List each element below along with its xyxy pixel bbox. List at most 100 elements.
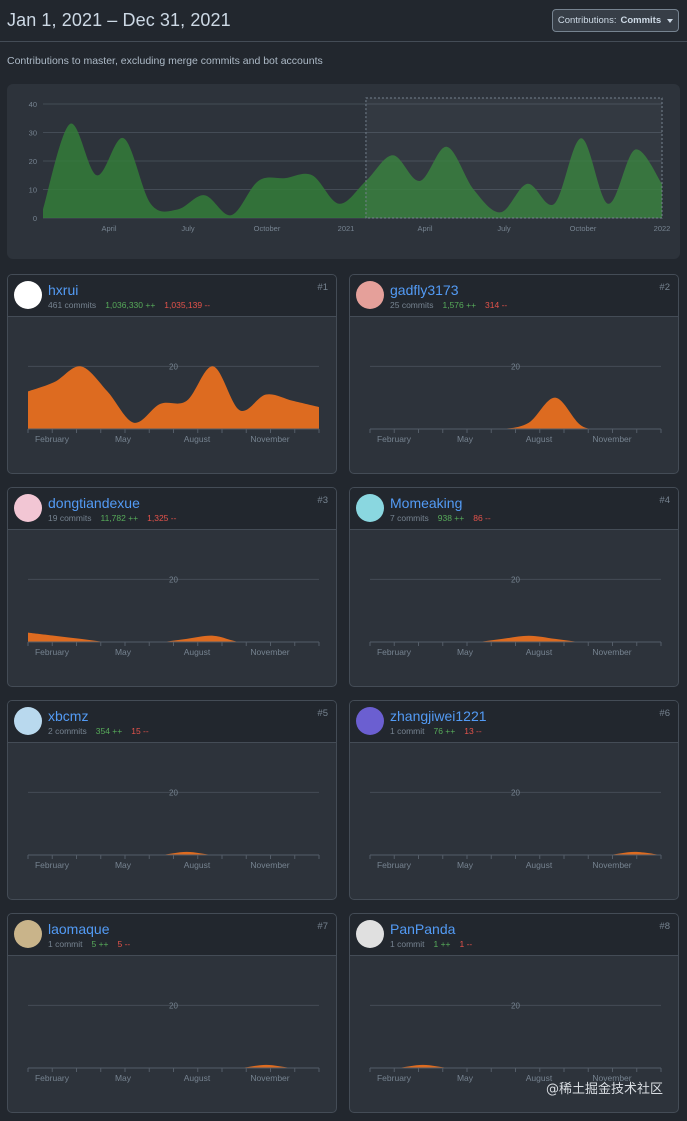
avatar[interactable] bbox=[14, 281, 42, 309]
chart-month-label: February bbox=[377, 434, 412, 444]
overview-x-label: October bbox=[570, 224, 597, 233]
avatar[interactable] bbox=[356, 494, 384, 522]
chart-month-label: August bbox=[184, 647, 211, 657]
chart-month-label: May bbox=[115, 1073, 132, 1083]
avatar[interactable] bbox=[14, 494, 42, 522]
contributor-area bbox=[28, 1064, 319, 1069]
contributor-username-link[interactable]: dongtiandexue bbox=[48, 495, 140, 511]
avatar[interactable] bbox=[356, 281, 384, 309]
chart-month-label: November bbox=[250, 434, 289, 444]
chart-month-label: November bbox=[250, 1073, 289, 1083]
contributor-stats: 19 commits 11,782 ++ 1,325 -- bbox=[48, 513, 176, 523]
contributor-area bbox=[370, 635, 661, 643]
contributions-button-prefix: Contributions: bbox=[557, 15, 617, 26]
overview-x-label: July bbox=[497, 224, 511, 233]
chart-month-label: February bbox=[377, 1073, 412, 1083]
avatar[interactable] bbox=[14, 920, 42, 948]
contributor-activity-chart[interactable]: 20 February May August November bbox=[8, 956, 337, 1112]
contributor-stats: 25 commits 1,576 ++ 314 -- bbox=[390, 300, 507, 310]
chart-month-label: August bbox=[184, 860, 211, 870]
chart-month-label: May bbox=[457, 1073, 474, 1083]
contributor-card-header: gadfly3173 25 commits 1,576 ++ 314 -- #2 bbox=[350, 275, 678, 317]
additions-count: 1,036,330 ++ bbox=[105, 300, 156, 310]
overview-x-label: April bbox=[101, 224, 116, 233]
contributor-activity-chart[interactable]: 20 February May August November bbox=[8, 743, 337, 899]
contributor-card-header: Momeaking 7 commits 938 ++ 86 -- #4 bbox=[350, 488, 678, 530]
contributor-username-link[interactable]: hxrui bbox=[48, 282, 79, 298]
chart-month-label: August bbox=[526, 1073, 553, 1083]
contributor-area bbox=[370, 1064, 661, 1069]
additions-count: 5 ++ bbox=[91, 939, 109, 949]
contributor-activity-chart[interactable]: 20 February May August November bbox=[350, 956, 679, 1112]
chart-month-label: February bbox=[377, 647, 412, 657]
contributor-card-header: PanPanda 1 commit 1 ++ 1 -- #8 bbox=[350, 914, 678, 956]
chart-month-label: August bbox=[526, 860, 553, 870]
additions-count: 76 ++ bbox=[433, 726, 456, 736]
overview-y-tick: 10 bbox=[29, 186, 37, 195]
contributions-type-button[interactable]: Contributions: Commits bbox=[552, 9, 679, 32]
additions-count: 1,576 ++ bbox=[442, 300, 477, 310]
caret-down-icon bbox=[667, 18, 674, 23]
contributor-activity-chart[interactable]: 20 February May August November bbox=[350, 317, 679, 473]
commit-count: 7 commits bbox=[390, 513, 429, 523]
chart-month-label: May bbox=[457, 860, 474, 870]
commit-count: 25 commits bbox=[390, 300, 434, 310]
overview-y-tick: 30 bbox=[29, 129, 37, 138]
chart-month-label: August bbox=[526, 434, 553, 444]
contributions-subtitle: Contributions to master, excluding merge… bbox=[7, 55, 323, 67]
chart-month-label: February bbox=[35, 434, 70, 444]
contributor-card-header: hxrui 461 commits 1,036,330 ++ 1,035,139 --… bbox=[8, 275, 336, 317]
chart-month-label: February bbox=[377, 860, 412, 870]
chart-month-label: May bbox=[115, 860, 132, 870]
contributor-area bbox=[28, 851, 319, 856]
commit-count: 19 commits bbox=[48, 513, 92, 523]
contributor-stats: 1 commit 5 ++ 5 -- bbox=[48, 939, 130, 949]
contributor-username-link[interactable]: PanPanda bbox=[390, 921, 456, 937]
contributor-username-link[interactable]: laomaque bbox=[48, 921, 110, 937]
avatar[interactable] bbox=[356, 707, 384, 735]
deletions-count: 86 -- bbox=[473, 513, 491, 523]
contributor-username-link[interactable]: xbcmz bbox=[48, 708, 89, 724]
additions-count: 1 ++ bbox=[433, 939, 451, 949]
avatar[interactable] bbox=[14, 707, 42, 735]
chart-month-label: November bbox=[250, 860, 289, 870]
contributor-activity-chart[interactable]: 20 February May August November bbox=[8, 317, 337, 473]
commit-count: 2 commits bbox=[48, 726, 87, 736]
contributor-stats: 2 commits 354 ++ 15 -- bbox=[48, 726, 149, 736]
date-range-title: Jan 1, 2021 – Dec 31, 2021 bbox=[7, 10, 231, 30]
contributor-rank: #8 bbox=[659, 921, 670, 932]
contributor-activity-chart[interactable]: 20 February May August November bbox=[8, 530, 337, 686]
contributor-stats: 461 commits 1,036,330 ++ 1,035,139 -- bbox=[48, 300, 210, 310]
chart-month-label: May bbox=[115, 647, 132, 657]
chart-grid-value: 20 bbox=[511, 362, 520, 371]
chart-month-label: November bbox=[592, 647, 631, 657]
contributor-rank: #3 bbox=[317, 495, 328, 506]
contributor-username-link[interactable]: Momeaking bbox=[390, 495, 463, 511]
contributor-rank: #4 bbox=[659, 495, 670, 506]
avatar[interactable] bbox=[356, 920, 384, 948]
chart-grid-value: 20 bbox=[511, 788, 520, 797]
contributor-card-header: xbcmz 2 commits 354 ++ 15 -- #5 bbox=[8, 701, 336, 743]
chart-grid-value: 20 bbox=[169, 788, 178, 797]
contributor-card: gadfly3173 25 commits 1,576 ++ 314 -- #2 20 Fe… bbox=[349, 274, 679, 474]
overview-area bbox=[43, 123, 662, 218]
contributor-username-link[interactable]: gadfly3173 bbox=[390, 282, 459, 298]
additions-count: 354 ++ bbox=[95, 726, 123, 736]
overview-selection-brush bbox=[365, 97, 663, 219]
additions-count: 938 ++ bbox=[437, 513, 465, 523]
chart-month-label: November bbox=[592, 860, 631, 870]
overview-chart[interactable]: 40 30 20 10 0 April July October 2021 April July Oc… bbox=[7, 84, 680, 259]
deletions-count: 5 -- bbox=[117, 939, 131, 949]
contributor-card: Momeaking 7 commits 938 ++ 86 -- #4 20 Februar… bbox=[349, 487, 679, 687]
overview-x-label: 2021 bbox=[338, 224, 355, 233]
contributor-card: hxrui 461 commits 1,036,330 ++ 1,035,139 --… bbox=[7, 274, 337, 474]
watermark: @稀土掘金技术社区 bbox=[545, 1082, 663, 1097]
contributor-activity-chart[interactable]: 20 February May August November bbox=[350, 743, 679, 899]
overview-chart-svg[interactable]: 40 30 20 10 0 April July October 2021 April July Oc… bbox=[7, 84, 680, 259]
contributor-card: laomaque 1 commit 5 ++ 5 -- #7 20 February May A… bbox=[7, 913, 337, 1113]
contributor-username-link[interactable]: zhangjiwei1221 bbox=[390, 708, 487, 724]
overview-y-tick: 0 bbox=[33, 214, 37, 223]
contributor-activity-chart[interactable]: 20 February May August November bbox=[350, 530, 679, 686]
commit-count: 461 commits bbox=[48, 300, 97, 310]
contributor-area bbox=[28, 632, 319, 643]
